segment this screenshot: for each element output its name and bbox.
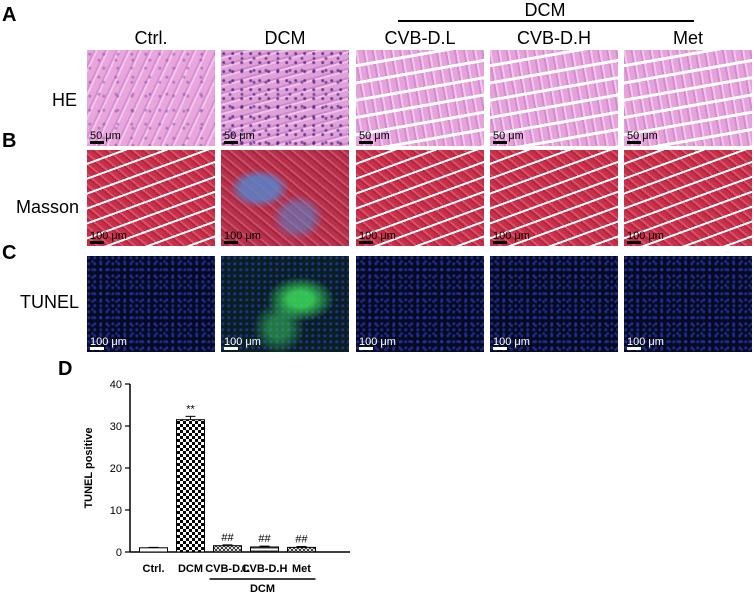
- scale-bar: [359, 141, 373, 144]
- group-bracket-label: DCM: [250, 583, 275, 593]
- scale-bar: [90, 141, 104, 144]
- scale-label: 50 μm: [359, 130, 390, 142]
- y-tick-label: 40: [110, 379, 122, 391]
- column-header-met: Met: [672, 28, 703, 48]
- dcm-group-line: [398, 20, 694, 22]
- scale-label: 100 μm: [627, 230, 664, 242]
- x-tick-label: CVB-D.H: [242, 563, 288, 575]
- y-tick-label: 30: [110, 421, 122, 433]
- he-image-dcm: 50 μm: [221, 50, 349, 146]
- scale-bar: [90, 241, 104, 244]
- y-tick-label: 20: [110, 463, 122, 475]
- scale-label: 50 μm: [90, 130, 121, 142]
- scale-label: 100 μm: [90, 230, 127, 242]
- masson-image-ctrl: 100 μm: [87, 150, 215, 246]
- panel-letter-a: A: [2, 4, 17, 26]
- scale-bar: [627, 347, 641, 350]
- column-header-ctrl: Ctrl.: [134, 28, 168, 48]
- scale-label: 100 μm: [493, 336, 530, 348]
- he-image-met: 50 μm: [624, 50, 752, 146]
- bar: [176, 419, 205, 553]
- significance-label: ##: [295, 534, 308, 546]
- scale-label: 100 μm: [224, 230, 261, 242]
- scale-label: 50 μm: [493, 130, 524, 142]
- bar: [139, 547, 168, 553]
- scale-label: 100 μm: [627, 336, 664, 348]
- masson-image-cvb-dh: 100 μm: [490, 150, 618, 246]
- x-tick-label: DCM: [178, 563, 203, 575]
- column-header-dcm: DCM: [264, 28, 306, 48]
- scale-label: 50 μm: [224, 130, 255, 142]
- row-label-he: HE: [52, 90, 78, 110]
- scale-bar: [90, 347, 104, 350]
- scale-label: 100 μm: [224, 336, 261, 348]
- column-header-cvb-dh: CVB-D.H: [516, 28, 591, 48]
- bar: [213, 545, 242, 553]
- bar: [287, 546, 316, 553]
- tunel-image-ctrl: 100 μm: [87, 256, 215, 352]
- significance-label: ##: [258, 533, 271, 545]
- row-label-masson: Masson: [16, 197, 80, 217]
- significance-label: ##: [221, 532, 234, 544]
- scale-label: 100 μm: [359, 336, 396, 348]
- tunel-image-cvb-dh: 100 μm: [490, 256, 618, 352]
- x-tick-label: Met: [292, 563, 311, 575]
- column-header-cvb-dl: CVB-D.L: [384, 28, 456, 48]
- row-label-tunel: TUNEL: [20, 292, 80, 312]
- scale-label: 50 μm: [627, 130, 658, 142]
- scale-bar: [224, 141, 238, 144]
- he-image-cvb-dl: 50 μm: [356, 50, 484, 146]
- significance-label: **: [186, 403, 195, 415]
- masson-image-met: 100 μm: [624, 150, 752, 246]
- bar: [250, 546, 279, 553]
- panel-letter-c: C: [2, 242, 17, 264]
- x-tick-label: CVB-D.L: [205, 563, 250, 575]
- scale-label: 100 μm: [90, 336, 127, 348]
- scale-bar: [627, 241, 641, 244]
- scale-bar: [359, 241, 373, 244]
- masson-image-cvb-dl: 100 μm: [356, 150, 484, 246]
- scale-bar: [493, 141, 507, 144]
- y-axis-label: TUNEL positive: [83, 427, 95, 508]
- tunel-bar-chart: 0 10 20 30 40 TUNEL positive Ctrl. ** DCM ## CVB-D…: [83, 379, 350, 593]
- scale-bar: [627, 141, 641, 144]
- y-tick-label: 10: [110, 505, 122, 517]
- tunel-image-met: 100 μm: [624, 256, 752, 352]
- dcm-group-header: DCM: [524, 0, 566, 20]
- scale-bar: [224, 347, 238, 350]
- x-tick-label: Ctrl.: [143, 563, 165, 575]
- scale-bar: [359, 347, 373, 350]
- he-image-ctrl: 50 μm: [87, 50, 215, 146]
- panel-letter-b: B: [2, 130, 17, 152]
- tunel-image-dcm: 100 μm: [221, 256, 349, 352]
- scale-bar: [493, 347, 507, 350]
- scale-label: 100 μm: [359, 230, 396, 242]
- scale-bar: [493, 241, 507, 244]
- scale-bar: [224, 241, 238, 244]
- tunel-image-cvb-dl: 100 μm: [356, 256, 484, 352]
- y-tick-label: 0: [116, 547, 122, 559]
- he-image-cvb-dh: 50 μm: [490, 50, 618, 146]
- scale-label: 100 μm: [493, 230, 530, 242]
- masson-image-dcm: 100 μm: [221, 150, 349, 246]
- panel-letter-d: D: [58, 358, 73, 380]
